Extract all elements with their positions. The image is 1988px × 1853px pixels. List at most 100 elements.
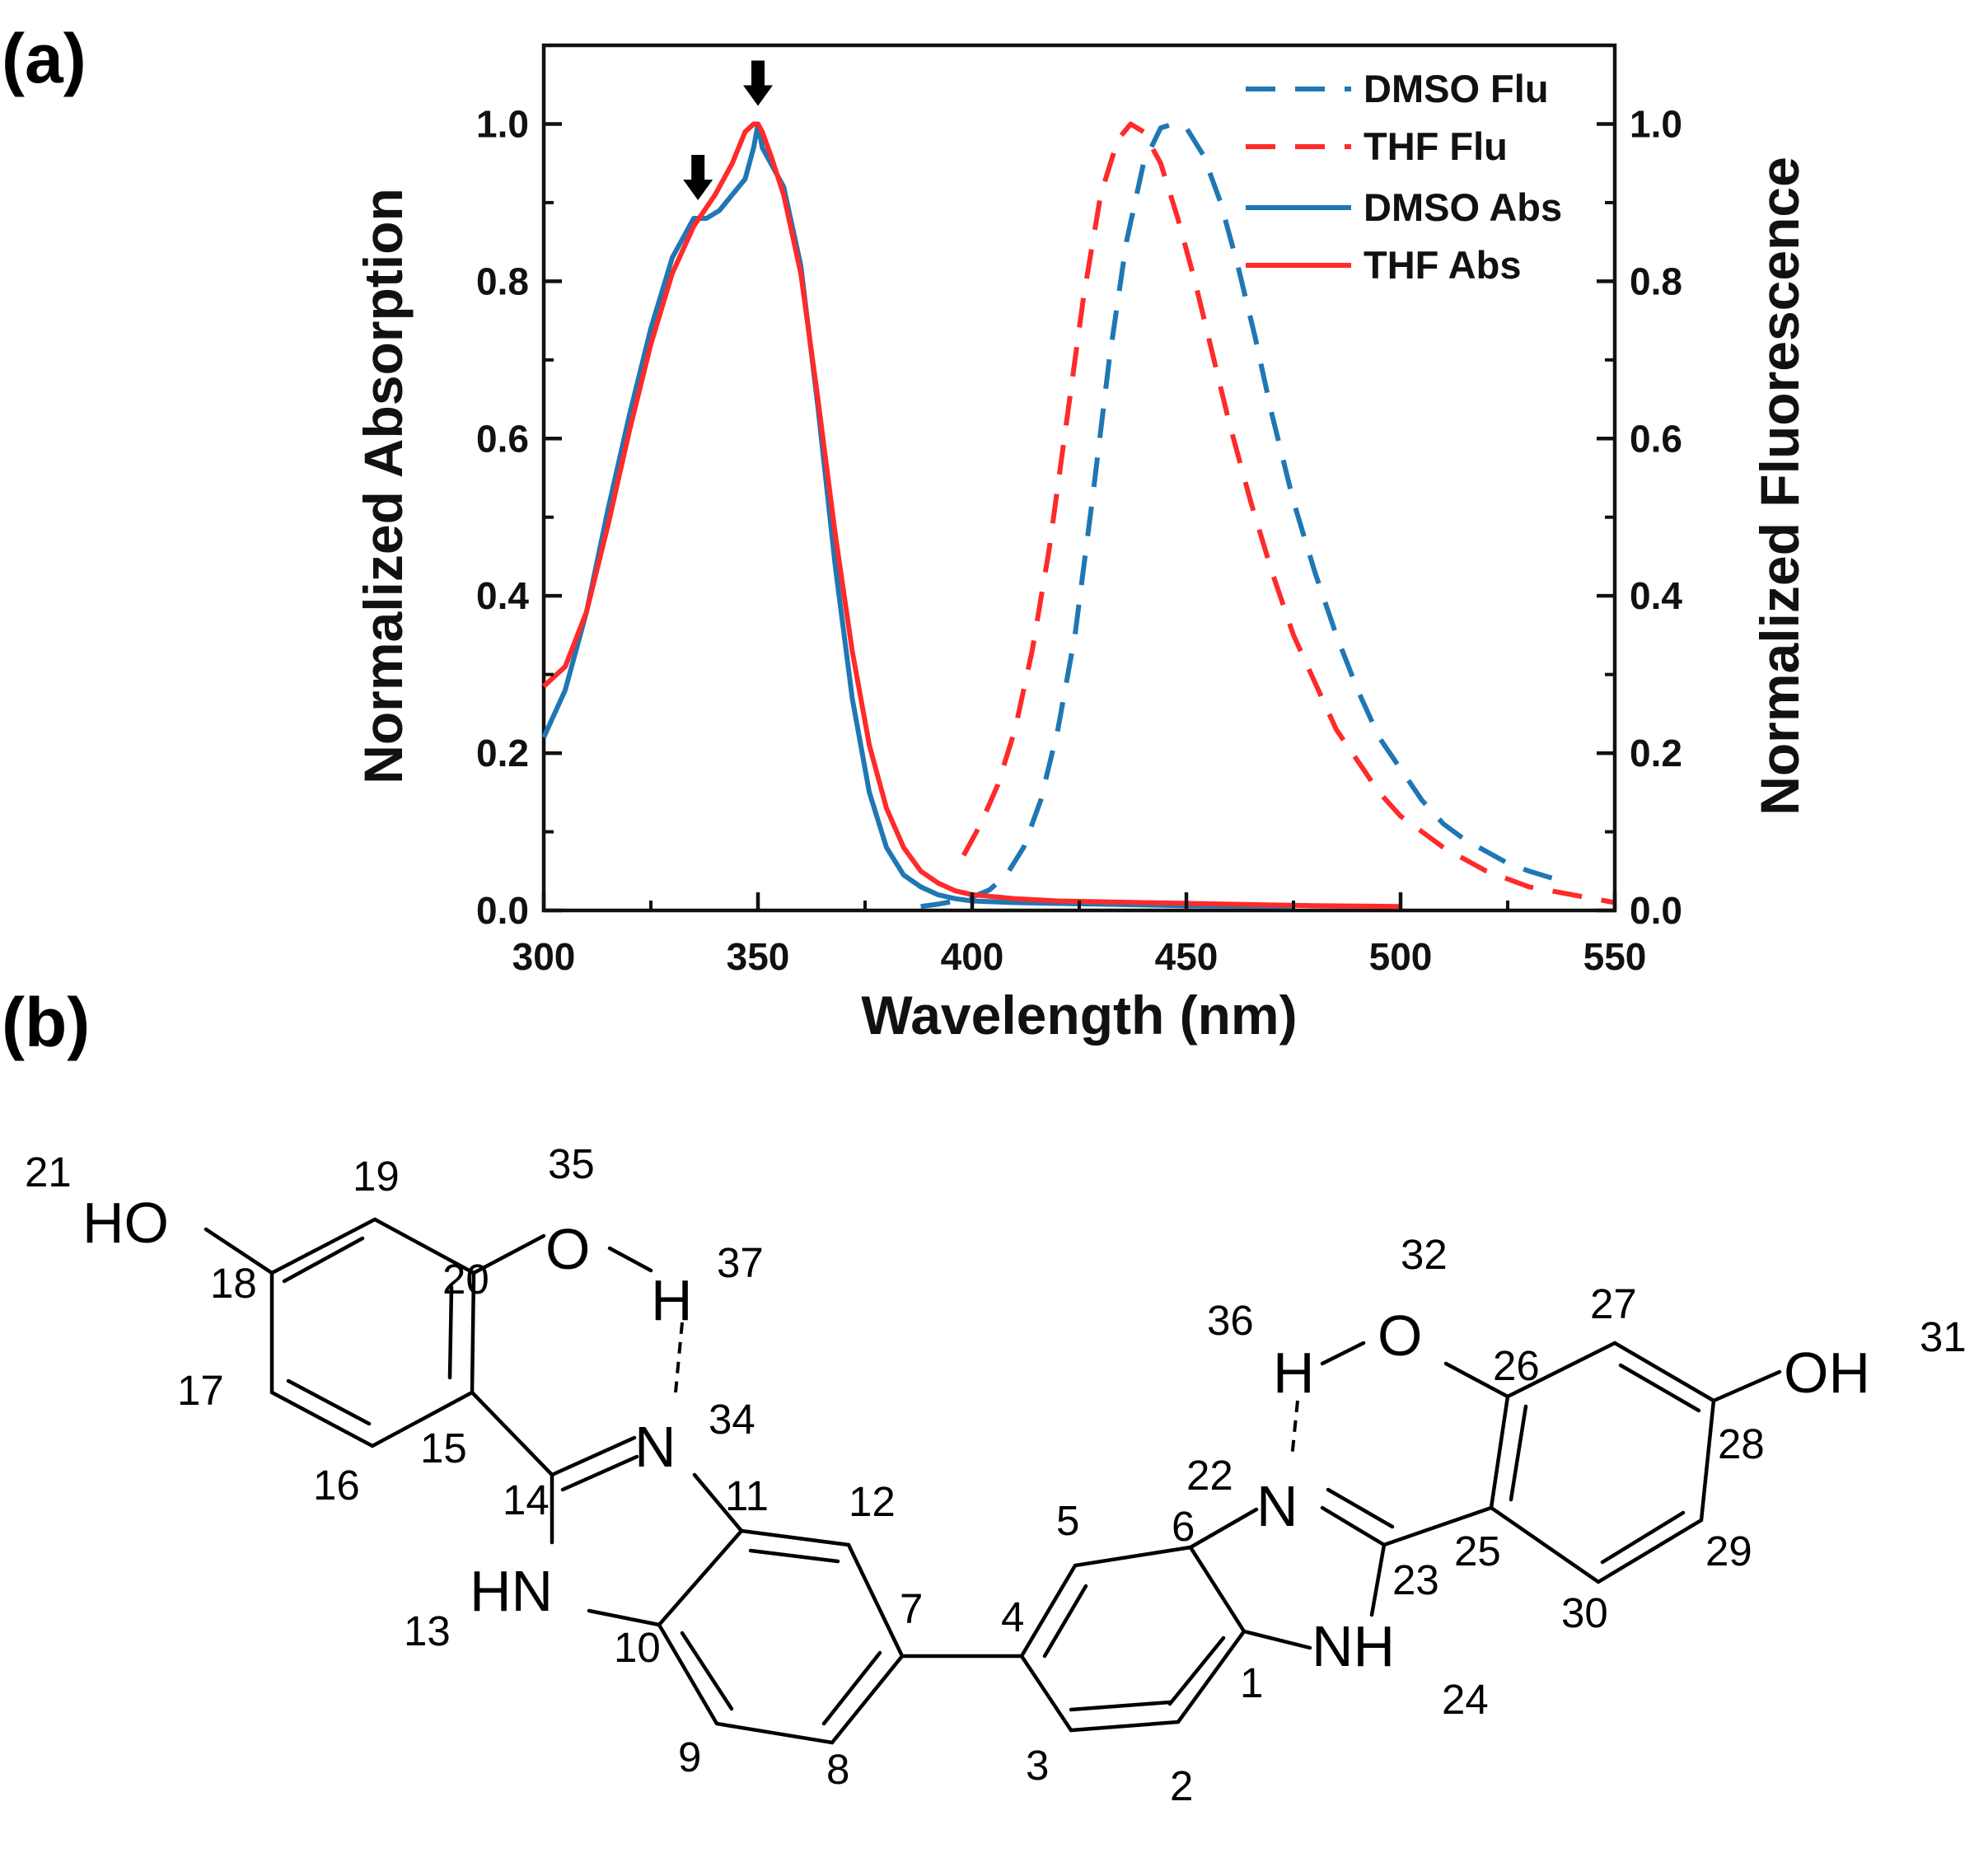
y-tick-label-right: 0.4 — [1630, 574, 1682, 617]
bond-20-35 — [471, 1233, 546, 1275]
atom-number-21: 21 — [25, 1149, 72, 1196]
atom-number-5: 5 — [1056, 1497, 1079, 1544]
atom-number-16: 16 — [313, 1462, 360, 1509]
bond-23-24 — [1369, 1542, 1387, 1617]
atom-number-17: 17 — [177, 1367, 224, 1414]
hbond-36-22 — [1290, 1400, 1299, 1459]
legend-label-thf-abs: THF Abs — [1364, 243, 1521, 287]
atom-number-26: 26 — [1493, 1342, 1540, 1389]
molecule-bonds — [203, 1217, 1782, 1745]
bond-28-31 — [1711, 1369, 1782, 1403]
atom-oh-31: OH — [1784, 1341, 1870, 1405]
atom-number-10: 10 — [614, 1624, 661, 1671]
atom-number-19: 19 — [353, 1153, 400, 1200]
y-tick-label-right: 0.2 — [1630, 732, 1682, 774]
double-bond-9-10 — [680, 1631, 734, 1711]
x-axis-title: Wavelength (nm) — [861, 985, 1297, 1046]
atom-number-2: 2 — [1170, 1762, 1193, 1809]
panel-a-label: (a) — [2, 20, 87, 97]
double-bond-29-30 — [1600, 1510, 1686, 1565]
double-bond-25-26 — [1509, 1404, 1528, 1502]
bond-18-21 — [203, 1227, 274, 1275]
y-tick-label-left: 0.8 — [476, 260, 529, 302]
atom-number-36: 36 — [1207, 1297, 1254, 1344]
bond-34-11 — [692, 1472, 744, 1533]
y-tick-label-right: 0.0 — [1630, 889, 1682, 932]
y-tick-label-left: 0.0 — [476, 889, 529, 932]
x-tick-label: 300 — [512, 935, 576, 978]
atom-number-6: 6 — [1172, 1503, 1195, 1550]
y-tick-label-right: 0.6 — [1630, 417, 1682, 460]
series-line-dmso-flu — [920, 121, 1556, 910]
double-bond-27-28 — [1618, 1363, 1701, 1413]
y-tick-label-right: 0.8 — [1630, 260, 1682, 302]
legend: DMSO Flu THF Flu DMSO Abs THF Abs — [1246, 67, 1562, 287]
atom-number-13: 13 — [404, 1607, 451, 1654]
atom-h-36: H — [1273, 1341, 1315, 1405]
atom-number-3: 3 — [1026, 1742, 1049, 1789]
atom-number-4: 4 — [1001, 1593, 1024, 1640]
atom-number-22: 22 — [1186, 1452, 1233, 1499]
atom-number-18: 18 — [210, 1260, 257, 1307]
y-tick-label-right: 1.0 — [1630, 102, 1682, 145]
atom-number-8: 8 — [826, 1746, 849, 1793]
atom-number-23: 23 — [1392, 1556, 1439, 1603]
atom-n-22: N — [1256, 1474, 1298, 1538]
atom-number-14: 14 — [503, 1476, 550, 1523]
y-axis-title-left: Normalized Absorption — [353, 188, 414, 784]
atom-number-15: 15 — [420, 1425, 467, 1472]
bond-1-24 — [1242, 1629, 1312, 1650]
bond-35-37 — [607, 1246, 653, 1273]
atom-number-12: 12 — [849, 1478, 896, 1525]
bond-32-36 — [1320, 1341, 1366, 1366]
ring-left-benzo — [657, 1528, 905, 1745]
double-bond-11-12 — [748, 1548, 840, 1564]
atom-number-25: 25 — [1454, 1528, 1501, 1575]
molecule-atoms: HO O H N HN H O OH N NH — [82, 1191, 1870, 1678]
atom-number-7: 7 — [900, 1585, 923, 1632]
atom-o-35: O — [545, 1217, 590, 1281]
atom-number-28: 28 — [1718, 1420, 1765, 1467]
atom-number-31: 31 — [1920, 1313, 1967, 1360]
atom-number-11: 11 — [725, 1472, 769, 1519]
double-bond-18-19 — [282, 1236, 365, 1284]
y-tick-label-left: 0.2 — [476, 732, 529, 774]
bond-15-14 — [470, 1390, 554, 1477]
atom-number-37: 37 — [717, 1239, 764, 1286]
double-bond-7-8 — [821, 1650, 882, 1726]
ring-left-phenol — [269, 1217, 476, 1448]
y-tick-label-left: 0.4 — [476, 574, 529, 617]
atom-n-34: N — [634, 1415, 676, 1479]
double-bond-16-17 — [286, 1378, 372, 1426]
double-bond-3-2 — [1069, 1700, 1172, 1712]
double-bond-14-34 — [560, 1454, 639, 1492]
atom-number-34: 34 — [709, 1396, 755, 1443]
atom-nh-24: NH — [1312, 1614, 1395, 1678]
x-tick-label: 350 — [727, 935, 790, 978]
atom-number-20: 20 — [442, 1256, 489, 1303]
atom-ho-21: HO — [82, 1191, 169, 1255]
atom-hn-13: HN — [470, 1559, 553, 1623]
legend-label-dmso-flu: DMSO Flu — [1364, 67, 1549, 110]
x-tick-label: 400 — [941, 935, 1004, 978]
atom-number-24: 24 — [1442, 1676, 1489, 1723]
down-arrow-icon — [743, 60, 773, 106]
x-tick-label: 450 — [1155, 935, 1219, 978]
bond-14-34 — [550, 1435, 637, 1477]
series-line-thf-abs — [541, 121, 1401, 910]
double-bond-15-20 — [447, 1284, 454, 1380]
bond-26-32 — [1443, 1361, 1510, 1399]
series-line-dmso-abs — [541, 121, 1294, 910]
atom-number-29: 29 — [1705, 1528, 1752, 1575]
double-bond-1-2 — [1167, 1635, 1226, 1706]
atom-number-9: 9 — [678, 1734, 701, 1780]
atom-h-37: H — [651, 1268, 693, 1332]
peak-markers — [683, 60, 773, 200]
bond-23-25 — [1382, 1505, 1494, 1547]
double-bond-22-23 — [1326, 1487, 1395, 1529]
atom-number-1: 1 — [1240, 1659, 1263, 1706]
y-axis-title-right: Normalized Fluorescence — [1749, 157, 1810, 816]
